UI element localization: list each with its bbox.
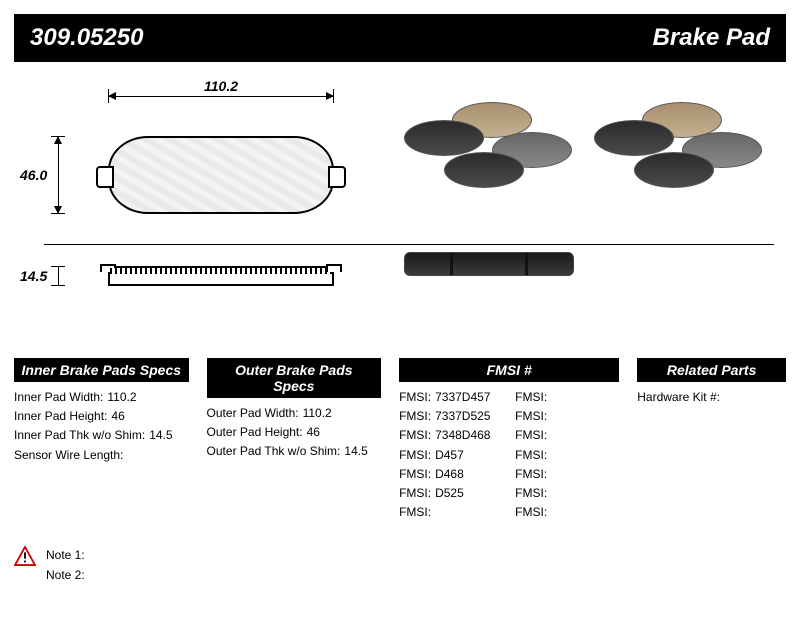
fmsi-label: FMSI: [399,388,431,407]
fmsi-row: FMSI: [515,484,619,503]
outer-spec-value: 14.5 [344,442,367,461]
fmsi-label: FMSI: [515,446,547,465]
dimension-width: 110.2 [108,82,334,102]
note-1-label: Note 1: [46,546,85,565]
dimension-height: 46.0 [34,136,74,214]
fmsi-label: FMSI: [515,465,547,484]
fmsi-row: FMSI: [515,465,619,484]
fmsi-row: FMSI: [515,407,619,426]
related-parts-column: Related Parts Hardware Kit #: [637,358,786,522]
fmsi-label: FMSI: [515,407,547,426]
inner-spec-label: Inner Pad Width: [14,388,103,407]
inner-specs-header: Inner Brake Pads Specs [14,358,189,382]
fmsi-row: FMSI: [515,503,619,522]
hardware-kit-label: Hardware Kit #: [637,388,720,407]
outer-spec-label: Outer Pad Thk w/o Shim: [207,442,341,461]
inner-spec-label: Inner Pad Height: [14,407,107,426]
fmsi-row: FMSI: [515,426,619,445]
specs-section: Inner Brake Pads Specs Inner Pad Width:1… [14,352,786,522]
outer-spec-row: Outer Pad Width:110.2 [207,404,382,423]
outer-specs-header: Outer Brake Pads Specs [207,358,382,398]
dimension-width-value: 110.2 [196,78,246,94]
fmsi-value: 7337D457 [435,388,490,407]
inner-spec-row: Inner Pad Width:110.2 [14,388,189,407]
fmsi-label: FMSI: [399,407,431,426]
note-2-label: Note 2: [46,566,85,585]
inner-spec-row: Sensor Wire Length: [14,446,189,465]
inner-spec-value: 46 [111,407,124,426]
inner-spec-row: Inner Pad Thk w/o Shim:14.5 [14,426,189,445]
fmsi-header: FMSI # [399,358,619,382]
note-2-row: Note 2: [46,566,89,585]
divider-line [44,244,774,245]
dimension-height-value: 46.0 [20,167,47,183]
fmsi-label: FMSI: [515,503,547,522]
dimension-thickness-value: 14.5 [20,268,47,284]
fmsi-row: FMSI:7337D525 [399,407,503,426]
fmsi-value: 7348D468 [435,426,490,445]
diagram-area: 110.2 46.0 14.5 [14,62,786,352]
fmsi-label: FMSI: [399,484,431,503]
product-photo-set-1 [404,102,574,202]
fmsi-label: FMSI: [399,446,431,465]
pad-front-view [108,136,334,214]
fmsi-value: D457 [435,446,464,465]
fmsi-label: FMSI: [399,503,431,522]
pad-side-view [108,266,334,286]
fmsi-label: FMSI: [399,426,431,445]
product-type: Brake Pad [653,24,770,52]
hardware-kit-row: Hardware Kit #: [637,388,786,407]
outer-specs-column: Outer Brake Pads Specs Outer Pad Width:1… [207,358,382,522]
product-photo-side [404,252,574,276]
fmsi-column: FMSI # FMSI:7337D457FMSI:7337D525FMSI:73… [399,358,619,522]
fmsi-row: FMSI:D468 [399,465,503,484]
outer-spec-row: Outer Pad Thk w/o Shim:14.5 [207,442,382,461]
fmsi-row: FMSI: [515,388,619,407]
fmsi-label: FMSI: [515,388,547,407]
fmsi-value: 7337D525 [435,407,490,426]
inner-spec-value: 110.2 [107,388,136,407]
warning-icon [14,546,36,566]
fmsi-value: D468 [435,465,464,484]
outer-spec-row: Outer Pad Height:46 [207,423,382,442]
outer-spec-value: 46 [307,423,320,442]
outer-spec-label: Outer Pad Width: [207,404,299,423]
note-lines: Note 1: Note 2: [46,546,89,584]
note-1-row: Note 1: [46,546,89,565]
inner-specs-column: Inner Brake Pads Specs Inner Pad Width:1… [14,358,189,522]
fmsi-value: D525 [435,484,464,503]
fmsi-label: FMSI: [399,465,431,484]
dimension-thickness: 14.5 [34,266,74,286]
header-bar: 309.05250 Brake Pad [14,14,786,62]
inner-spec-value: 14.5 [149,426,172,445]
inner-spec-label: Sensor Wire Length: [14,446,123,465]
product-photo-set-2 [594,102,764,202]
outer-spec-value: 110.2 [303,404,332,423]
related-parts-header: Related Parts [637,358,786,382]
inner-spec-label: Inner Pad Thk w/o Shim: [14,426,145,445]
inner-spec-row: Inner Pad Height:46 [14,407,189,426]
fmsi-row: FMSI:D457 [399,446,503,465]
part-number: 309.05250 [30,24,143,52]
fmsi-label: FMSI: [515,484,547,503]
fmsi-row: FMSI: [399,503,503,522]
technical-drawing: 110.2 46.0 14.5 [74,82,374,342]
fmsi-row: FMSI: [515,446,619,465]
outer-spec-label: Outer Pad Height: [207,423,303,442]
fmsi-label: FMSI: [515,426,547,445]
fmsi-row: FMSI:7348D468 [399,426,503,445]
notes-section: Note 1: Note 2: [14,546,786,584]
fmsi-row: FMSI:7337D457 [399,388,503,407]
fmsi-row: FMSI:D525 [399,484,503,503]
